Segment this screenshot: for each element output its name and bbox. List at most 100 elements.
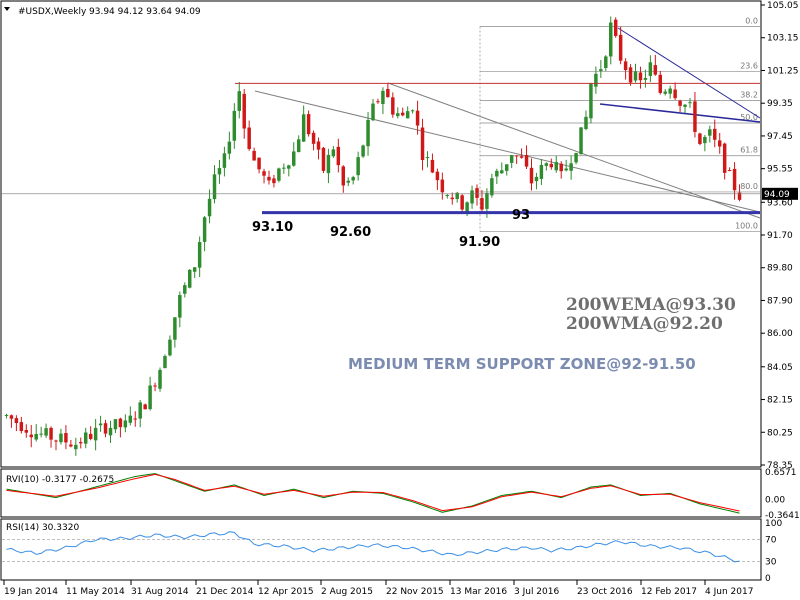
low-label-91-90: 91.90 — [459, 235, 500, 250]
price-tick-label: 80.25 — [767, 428, 793, 438]
candle-body — [504, 164, 509, 171]
time-tick-label: 11 May 2014 — [66, 587, 125, 597]
price-tick-label: 105.05 — [767, 1, 799, 11]
candle-body — [133, 418, 137, 420]
chart-corner-marker-icon — [4, 7, 10, 11]
candle-body — [485, 192, 489, 209]
candle-body — [173, 317, 177, 340]
rvi-indicator — [6, 473, 740, 514]
candle-body — [24, 430, 29, 433]
candle-body — [49, 427, 53, 440]
candle-body — [410, 110, 415, 112]
candle-body — [282, 167, 286, 169]
time-tick-label: 3 Jul 2016 — [514, 587, 559, 597]
candle-body — [163, 356, 167, 369]
candle-body — [475, 188, 479, 198]
price-tick-label: 101.25 — [767, 66, 799, 76]
candle-body — [311, 132, 316, 144]
candle-body — [559, 163, 563, 172]
wma-note: 200WMA@92.20 — [566, 314, 723, 334]
candle-body — [292, 151, 296, 166]
candle-body — [460, 195, 464, 210]
candle-body — [346, 180, 350, 183]
candle-body — [64, 433, 68, 443]
time-tick-label: 23 Oct 2016 — [577, 587, 633, 597]
candle-body — [673, 89, 677, 99]
price-tick-label: 84.05 — [767, 363, 793, 373]
candle-body — [153, 385, 157, 387]
candle-body — [737, 192, 742, 200]
candle-body — [727, 170, 732, 172]
candle-body — [267, 176, 271, 181]
candle-body — [356, 157, 360, 176]
candle-body — [524, 154, 529, 167]
candle-body — [247, 127, 251, 150]
candle-body — [222, 153, 227, 168]
candle-body — [514, 155, 519, 157]
candle-body — [262, 171, 266, 176]
candle-body — [574, 153, 578, 163]
fib-level-label: 100.0 — [735, 222, 758, 231]
candle-body — [44, 428, 48, 436]
fib-level-label: 38.2 — [740, 91, 758, 100]
time-tick-label: 4 Jun 2017 — [705, 587, 753, 597]
chart-title: #USDX,Weekly — [18, 7, 87, 17]
candle-body — [217, 168, 222, 175]
candle-body — [495, 170, 499, 177]
candle-body — [252, 150, 256, 161]
candle-body — [371, 103, 375, 121]
candle-body — [39, 433, 43, 435]
candle-body — [178, 295, 182, 318]
candle-body — [470, 190, 474, 204]
candle-body — [425, 157, 430, 159]
rsi-tick-label: 30 — [765, 558, 777, 568]
candle-body — [192, 267, 197, 272]
rvi-line — [6, 473, 740, 512]
rsi-axis: 100 70 30 0 — [765, 519, 782, 584]
candle-body — [381, 90, 385, 105]
candle-body — [202, 217, 207, 242]
current-price-value: 94.09 — [764, 190, 790, 200]
main-pane-frame — [0, 0, 762, 468]
time-tick-label: 2 Aug 2015 — [321, 587, 373, 597]
candle-body — [594, 73, 598, 87]
current-price-tag: 94.09 — [762, 187, 798, 200]
candle-body — [519, 156, 524, 158]
candle-body — [703, 136, 707, 144]
candle-body — [713, 128, 717, 140]
time-tick-label: 13 Mar 2016 — [450, 587, 507, 597]
ohlc-readout: 93.94 94.12 93.64 94.09 — [89, 7, 201, 17]
price-tick-label: 86.00 — [767, 329, 793, 339]
candle-body — [509, 155, 514, 163]
candle-body — [633, 71, 638, 81]
fib-level-label: 23.6 — [740, 61, 758, 70]
candle-body — [708, 129, 712, 136]
candle-body — [628, 67, 633, 83]
candle-body — [108, 427, 113, 436]
candle-body — [74, 444, 78, 450]
candle-body — [609, 22, 613, 57]
candle-body — [168, 339, 172, 356]
candle-body — [321, 147, 326, 171]
candle-body — [544, 163, 549, 166]
candle-body — [227, 141, 232, 154]
support-zone-note: MEDIUM TERM SUPPORT ZONE@92-91.50 — [348, 355, 696, 373]
fib-level-label: 50.0 — [740, 113, 758, 122]
candle-body — [54, 440, 58, 442]
candle-body — [638, 72, 643, 81]
candle-body — [9, 415, 14, 419]
candle-body — [455, 192, 459, 199]
candle-body — [361, 145, 365, 157]
time-tick-label: 21 Dec 2014 — [196, 587, 254, 597]
horizontal-levels — [1, 82, 761, 215]
candle-body — [440, 179, 445, 193]
fibonacci-retracement: 0.0 23.6 38.2 50.0 61.8 80.0 100.0 — [479, 17, 760, 232]
price-tick-label: 89.80 — [767, 264, 793, 274]
rsi-indicator — [2, 531, 760, 563]
candle-body — [103, 423, 108, 434]
candle-body — [648, 62, 653, 76]
trend-lines — [254, 27, 761, 219]
candle-body — [534, 176, 539, 182]
candle-body — [618, 34, 623, 61]
candle-body — [732, 168, 737, 191]
